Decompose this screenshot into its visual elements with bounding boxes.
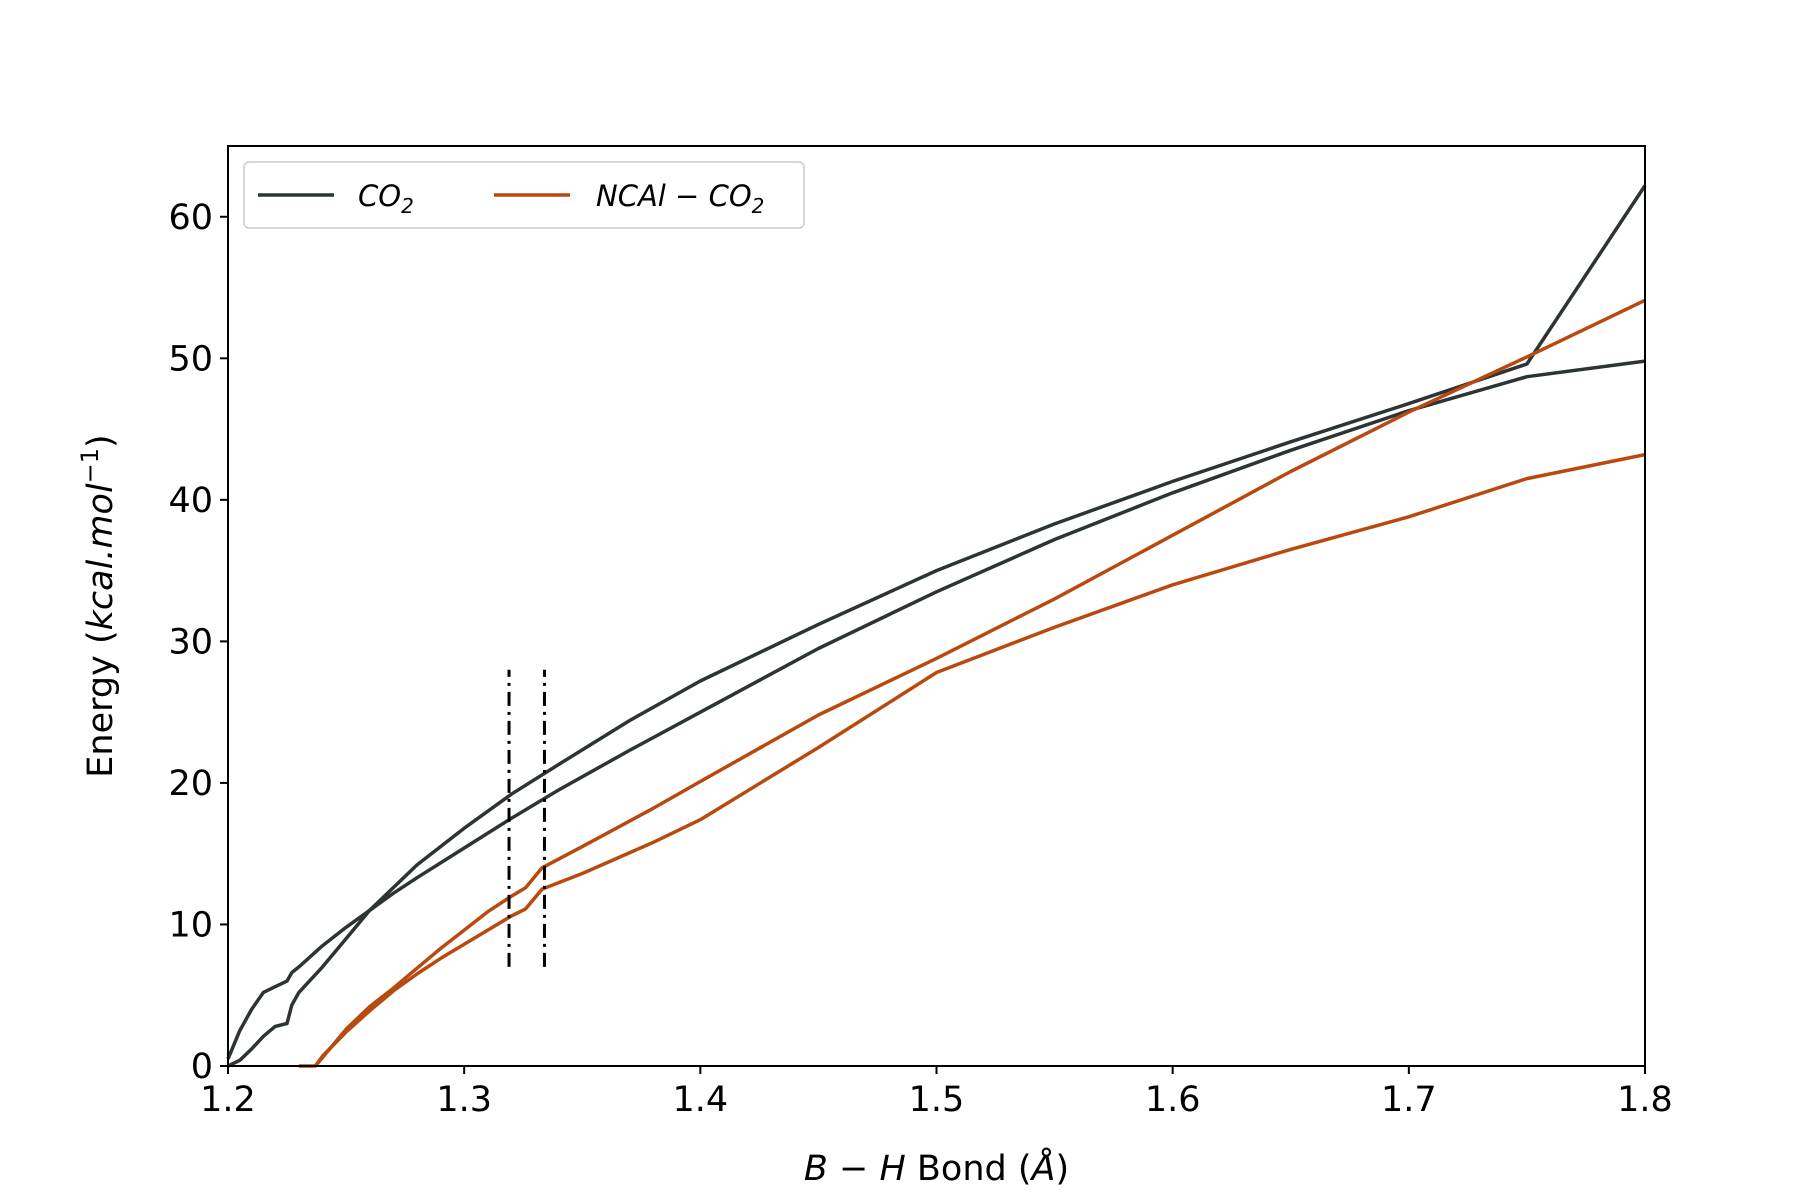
legend-label-ncal-co2-base: NCAl − CO	[596, 179, 752, 213]
y-tick-label-0: 0	[191, 1047, 213, 1087]
x-axis-label-unit: Å	[1030, 1146, 1056, 1189]
y-tick-label-4: 40	[168, 481, 213, 521]
legend-label-ncal-co2-subscript: 2	[752, 194, 765, 218]
x-axis-label-text: Bond (	[906, 1149, 1032, 1189]
x-tick-label-1: 1.3	[436, 1080, 492, 1120]
legend-label-co2-base: CO	[358, 179, 401, 213]
x-axis-label: B − H Bond (Å)	[804, 1146, 1069, 1189]
y-axis-ticks: 0 10 20 30 40 50 60	[168, 198, 228, 1087]
legend: CO2 NCAl − CO2	[243, 161, 805, 229]
legend-label-co2: CO2	[358, 179, 414, 218]
y-tick-label-3: 30	[168, 622, 213, 662]
x-tick-label-6: 1.8	[1617, 1080, 1673, 1120]
series-layer	[226, 184, 1647, 1068]
series-line-0	[226, 359, 1646, 1060]
series-line-1	[227, 184, 1647, 1068]
x-axis-label-close: )	[1055, 1149, 1069, 1189]
y-axis-label: Energy (kcal.mol−1)	[76, 434, 121, 777]
y-tick-label-2: 20	[168, 764, 213, 804]
y-tick-label-6: 60	[168, 198, 213, 238]
y-tick-label-1: 10	[168, 905, 213, 945]
legend-label-co2-subscript: 2	[401, 194, 414, 218]
x-tick-label-4: 1.6	[1145, 1080, 1201, 1120]
x-axis-ticks: 1.2 1.3 1.4 1.5 1.6 1.7 1.8	[200, 1066, 1673, 1120]
series-line-3	[314, 298, 1646, 1068]
markers-layer	[507, 669, 546, 967]
y-tick-label-5: 50	[168, 339, 213, 379]
y-axis-label-close: )	[81, 434, 121, 448]
x-tick-label-0: 1.2	[200, 1080, 256, 1120]
y-axis-label-superscript: −1	[76, 448, 104, 483]
x-tick-label-3: 1.5	[909, 1080, 965, 1120]
legend-label-ncal-co2: NCAl − CO2	[596, 179, 764, 218]
x-axis-label-symbol: B − H	[804, 1149, 906, 1189]
plot-area: 1.2 1.3 1.4 1.5 1.6 1.7 1.8 0 10 20 30 40 50 60	[168, 145, 1673, 1120]
y-axis-label-unit: kcal.mol	[81, 483, 121, 630]
series-line-2	[298, 452, 1646, 1068]
y-axis-label-text: Energy (	[81, 630, 121, 777]
x-tick-label-5: 1.7	[1381, 1080, 1437, 1120]
x-tick-label-2: 1.4	[672, 1080, 728, 1120]
